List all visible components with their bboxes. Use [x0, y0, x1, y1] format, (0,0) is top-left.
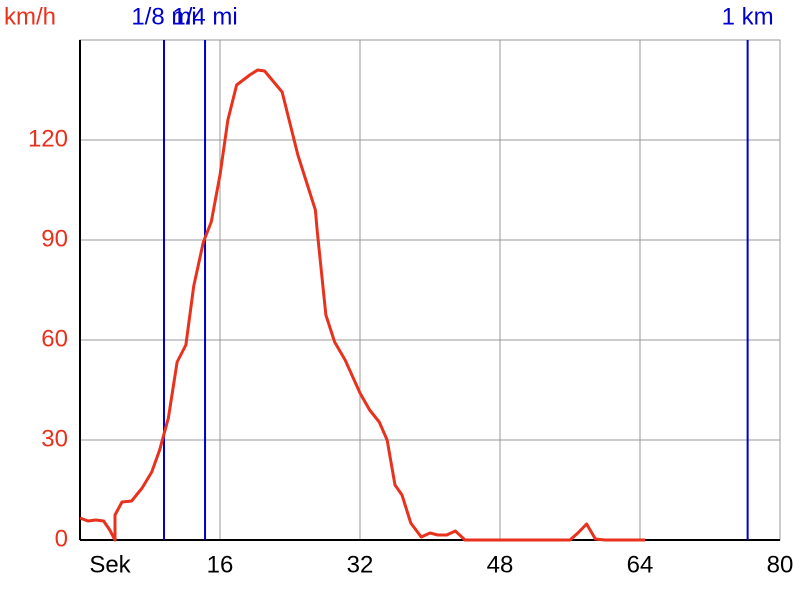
y-tick-label: 30 [41, 425, 68, 452]
y-tick-label: 0 [55, 525, 68, 552]
x-tick-label: 80 [767, 551, 794, 578]
distance-marker-label: 1/4 mi [172, 3, 237, 30]
x-tick-label: 16 [207, 551, 234, 578]
x-tick-label: 32 [347, 551, 374, 578]
distance-marker-label: 1 km [722, 3, 774, 30]
x-axis-label: Sek [89, 551, 131, 578]
y-tick-label: 90 [41, 225, 68, 252]
x-tick-label: 48 [487, 551, 514, 578]
distance-marker-label: 1/8 mi [131, 3, 196, 30]
x-tick-label: 64 [627, 551, 654, 578]
speed-line [79, 68, 646, 542]
y-axis-label: km/h [4, 3, 56, 30]
y-tick-label: 120 [28, 125, 68, 152]
y-tick-label: 60 [41, 325, 68, 352]
